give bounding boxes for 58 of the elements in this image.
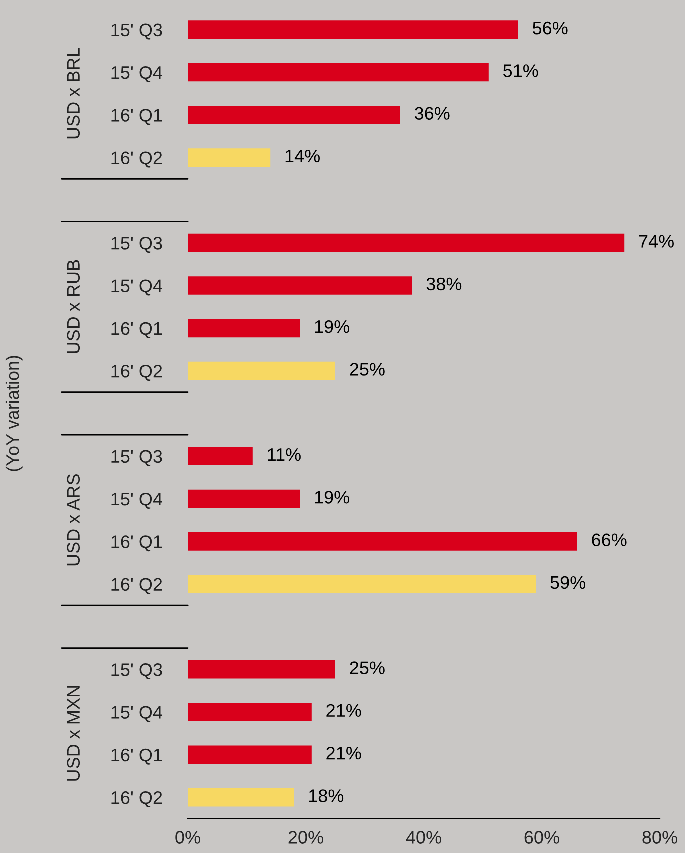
x-tick-label: 40% — [406, 831, 442, 844]
bar — [188, 575, 536, 594]
y-tick-label: 16' Q2 — [112, 152, 162, 168]
bar — [188, 703, 312, 722]
data-label: 36% — [414, 107, 450, 120]
bar — [188, 746, 312, 764]
y-tick-label: 15' Q4 — [112, 66, 162, 82]
data-label: 51% — [504, 64, 538, 78]
text: USD x BRL — [67, 48, 80, 139]
bar — [188, 63, 489, 82]
bar — [188, 660, 336, 679]
y-tick-label: 16' Q2 — [112, 364, 162, 382]
bar — [188, 362, 336, 380]
y-tick-label: 15' Q3 — [112, 664, 162, 680]
bar — [188, 788, 294, 807]
data-label: 14% — [286, 150, 320, 163]
y-tick-label: 15' Q4 — [112, 492, 162, 509]
text: USD x RUB — [67, 260, 80, 354]
data-label: 74% — [639, 235, 674, 248]
y-axis-title: (YoY variation) — [6, 356, 23, 472]
data-label: 19% — [315, 491, 350, 504]
data-label: 38% — [426, 278, 462, 291]
text: USD x MXN — [67, 686, 80, 781]
x-tick-label: 0% — [176, 831, 200, 844]
y-tick-label: 16' Q1 — [112, 322, 162, 338]
y-tick-label: 16' Q1 — [112, 109, 162, 126]
bar — [188, 532, 578, 551]
y-tick-label: 15' Q4 — [112, 280, 162, 296]
data-label: 59% — [550, 576, 586, 590]
y-tick-label: 16' Q1 — [112, 536, 162, 552]
bar — [188, 234, 625, 252]
data-label: 21% — [326, 746, 362, 760]
x-tick-label: 80% — [642, 831, 678, 844]
data-label: 18% — [309, 790, 344, 802]
y-tick-label: 15' Q3 — [112, 24, 162, 40]
y-tick-label: 15' Q3 — [112, 450, 162, 466]
bar — [188, 490, 300, 508]
bar — [188, 20, 518, 40]
y-tick-label: 16' Q2 — [112, 791, 162, 808]
y-tick-label: 15' Q4 — [112, 706, 162, 722]
data-label: 21% — [326, 704, 362, 718]
data-label: 25% — [350, 363, 385, 376]
data-label: 19% — [315, 320, 350, 334]
bar — [188, 148, 271, 167]
y-tick-label: 16' Q1 — [112, 748, 162, 765]
bar — [188, 447, 253, 466]
bar — [188, 276, 412, 295]
y-tick-label: 15' Q3 — [112, 237, 162, 254]
data-label: 11% — [268, 448, 301, 462]
text: USD x ARS — [67, 474, 80, 566]
bar — [188, 106, 400, 124]
x-tick-label: 60% — [524, 831, 560, 844]
data-label: 25% — [350, 662, 385, 674]
data-label: 56% — [533, 22, 568, 35]
bar — [188, 319, 300, 338]
y-tick-label: 16' Q2 — [112, 578, 162, 594]
data-label: 66% — [592, 534, 627, 546]
x-tick-label: 20% — [288, 831, 324, 844]
